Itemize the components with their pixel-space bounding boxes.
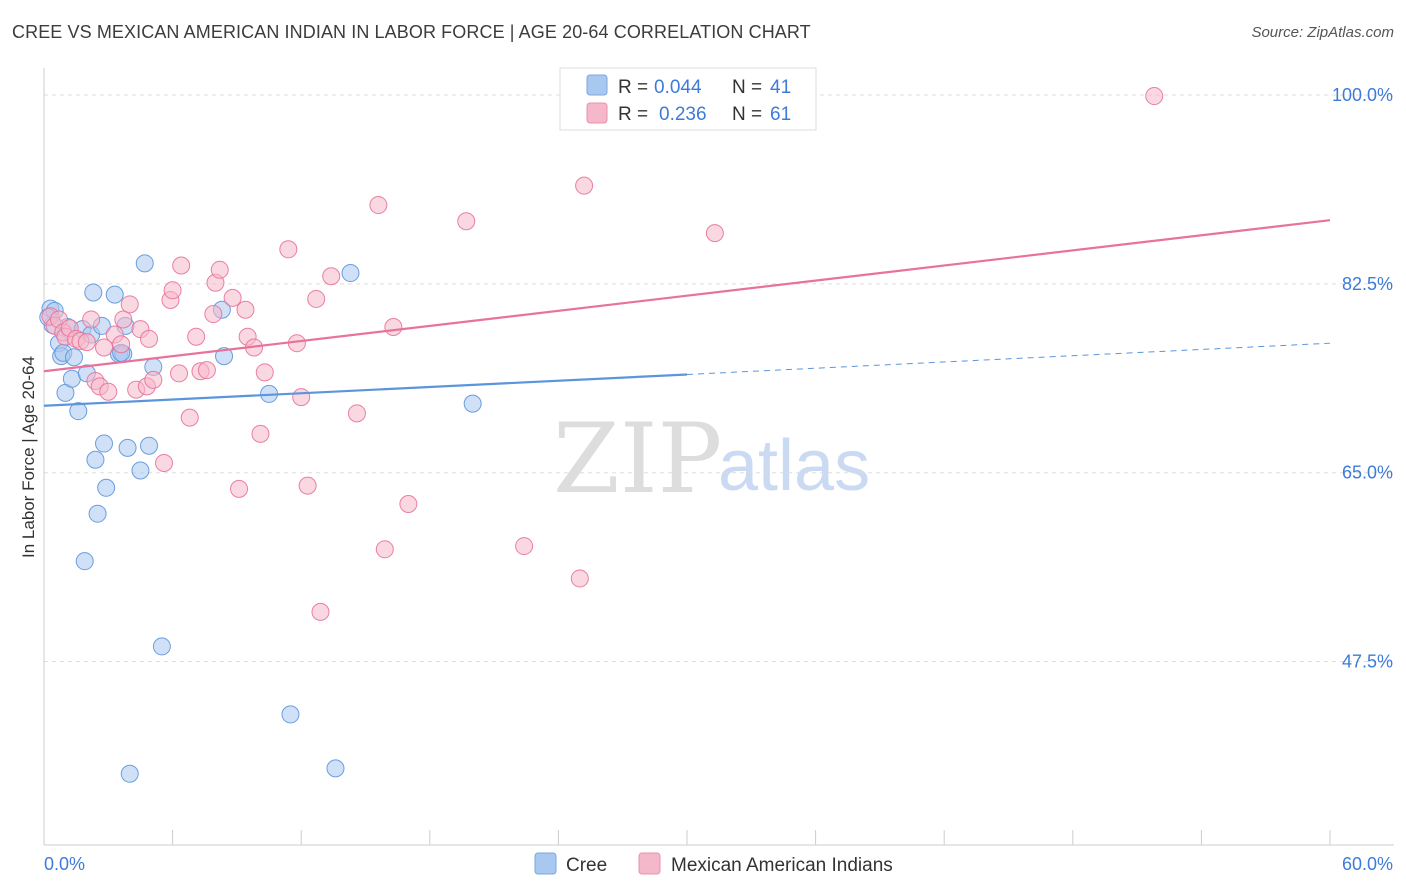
data-point xyxy=(88,504,107,523)
data-point xyxy=(180,408,199,427)
legend-r-label-cree: R = xyxy=(618,77,648,98)
x-tick-label-max: 60.0% xyxy=(1342,854,1393,874)
data-point xyxy=(75,552,94,571)
y-tick-labels: 47.5% 65.0% 82.5% 100.0% xyxy=(1332,85,1393,672)
data-point xyxy=(65,348,84,367)
data-point xyxy=(112,335,131,354)
data-point xyxy=(120,295,139,314)
data-point xyxy=(99,382,118,401)
data-point xyxy=(311,602,330,621)
y-tick-label: 65.0% xyxy=(1342,463,1393,483)
x-axis-ticks xyxy=(43,830,1331,845)
trend-line-cree xyxy=(43,373,688,407)
y-axis-label: In Labor Force | Age 20-64 xyxy=(19,356,38,558)
y-tick-label: 82.5% xyxy=(1342,274,1393,294)
data-point xyxy=(326,759,345,778)
data-point xyxy=(204,305,223,324)
data-point xyxy=(375,540,394,559)
data-point xyxy=(570,569,589,588)
data-point xyxy=(457,212,476,231)
legend-bottom-label-mexican: Mexican American Indians xyxy=(671,855,893,876)
x-tick-label-min: 0.0% xyxy=(44,854,85,874)
data-point xyxy=(347,404,366,423)
data-point xyxy=(69,402,88,421)
watermark-zip: ZIP xyxy=(553,403,722,515)
data-point xyxy=(223,288,242,307)
gridlines xyxy=(44,94,1394,663)
data-point xyxy=(575,176,594,195)
legend-bottom-label-cree: Cree xyxy=(566,855,607,876)
data-point xyxy=(705,224,724,243)
legend-swatch-cree xyxy=(586,74,608,96)
data-point xyxy=(255,363,274,382)
legend-n-value-mexican: 61 xyxy=(770,104,791,125)
data-point xyxy=(1145,87,1164,106)
data-point xyxy=(97,478,116,497)
data-point xyxy=(135,254,154,273)
data-point xyxy=(105,285,124,304)
data-point xyxy=(163,281,182,300)
data-point xyxy=(170,364,189,383)
data-point xyxy=(322,267,341,286)
data-point xyxy=(172,256,191,275)
series-layer xyxy=(39,87,1331,783)
chart-title: CREE VS MEXICAN AMERICAN INDIAN IN LABOR… xyxy=(12,22,811,42)
data-point xyxy=(140,329,159,348)
y-tick-label: 47.5% xyxy=(1342,652,1393,672)
data-point xyxy=(114,310,133,329)
legend-r-value-mexican: 0.236 xyxy=(659,104,707,125)
trend-line-extension-cree xyxy=(686,342,1331,375)
data-point xyxy=(281,705,300,724)
legend-n-value-cree: 41 xyxy=(770,77,791,98)
data-point xyxy=(131,461,150,480)
data-point xyxy=(215,347,234,366)
data-point xyxy=(210,260,229,279)
data-point xyxy=(384,318,403,336)
legend-n-label-mexican: N = xyxy=(732,104,762,125)
source-label: Source: ZipAtlas.com xyxy=(1251,24,1394,41)
data-point xyxy=(369,196,388,215)
series-mexican-american-indians xyxy=(41,87,1164,621)
data-point xyxy=(279,240,298,259)
data-point xyxy=(118,438,137,457)
trend-line-mexican-american-indians xyxy=(43,219,1331,373)
legend-r-label-mexican: R = xyxy=(618,104,648,125)
data-point xyxy=(152,637,171,656)
data-point xyxy=(86,450,105,469)
data-point xyxy=(197,361,216,380)
data-point xyxy=(187,327,206,346)
data-point xyxy=(230,479,249,498)
data-point xyxy=(77,333,96,352)
data-point xyxy=(82,310,101,329)
legend-r-value-cree: 0.044 xyxy=(654,77,702,98)
data-point xyxy=(251,424,270,443)
watermark-atlas: atlas xyxy=(718,426,870,506)
data-point xyxy=(155,453,174,472)
legend-swatch-mexican xyxy=(586,102,608,124)
data-point xyxy=(236,300,255,319)
data-point xyxy=(140,436,159,455)
data-point xyxy=(515,537,534,556)
data-point xyxy=(307,289,326,308)
y-tick-label: 100.0% xyxy=(1332,85,1393,105)
legend-bottom-swatch-mexican xyxy=(638,852,661,875)
data-point xyxy=(399,494,418,513)
data-point xyxy=(62,369,81,388)
data-point xyxy=(95,434,114,453)
legend-bottom-swatch-cree xyxy=(534,852,557,875)
legend-top: R = 0.044 N = 41 R = 0.236 N = 61 xyxy=(559,67,817,131)
data-point xyxy=(144,370,163,389)
legend-n-label-cree: N = xyxy=(732,77,762,98)
data-point xyxy=(84,283,103,302)
data-point xyxy=(95,338,114,357)
data-point xyxy=(120,764,139,783)
data-point xyxy=(463,394,482,413)
data-point xyxy=(298,476,317,495)
data-point xyxy=(341,264,360,283)
legend-bottom: Cree Mexican American Indians xyxy=(534,852,893,876)
data-point xyxy=(292,388,311,407)
